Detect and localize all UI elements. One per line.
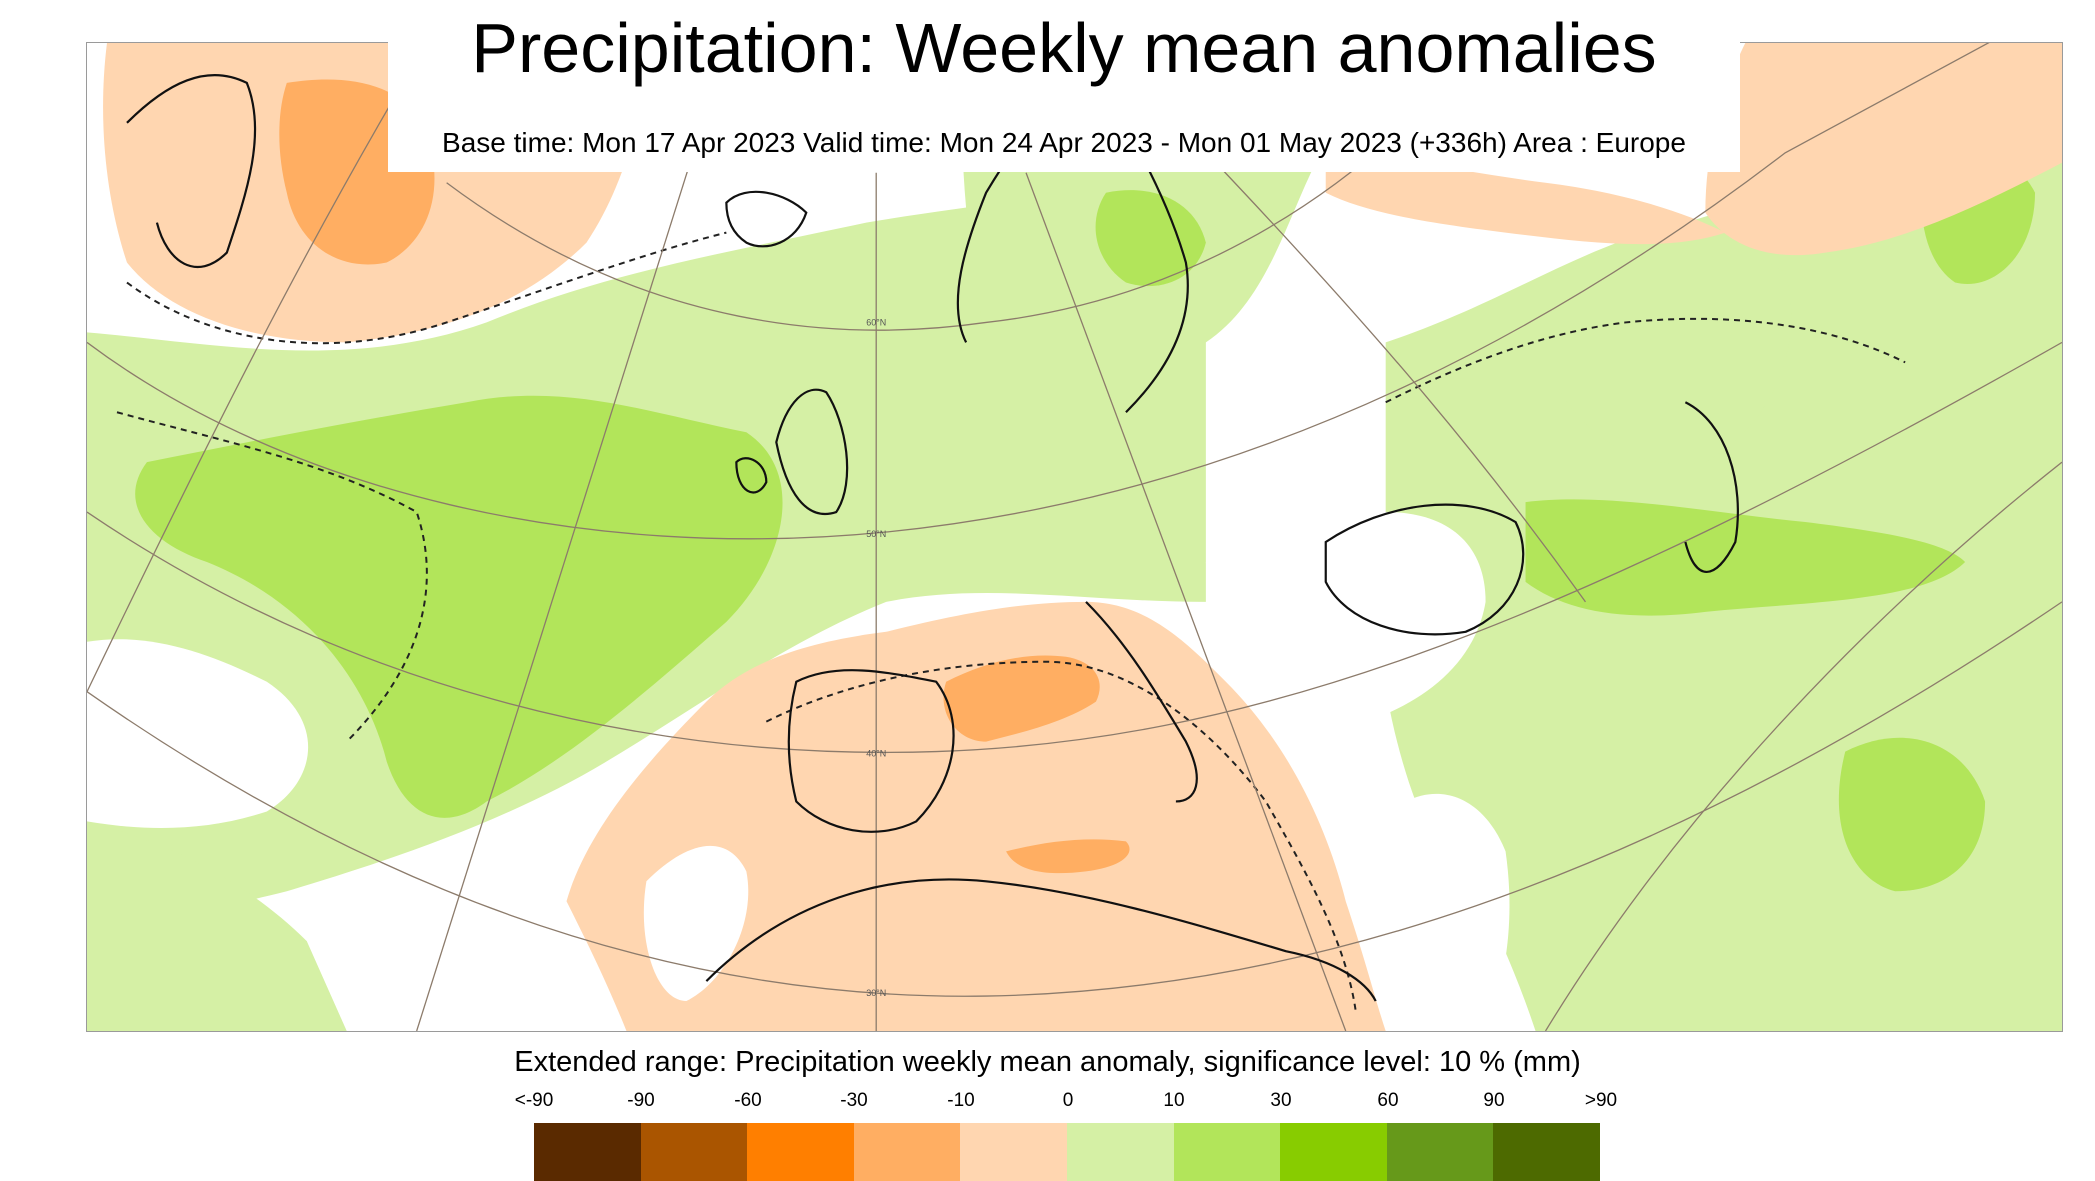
lat-label-60n: 60°N xyxy=(866,317,886,327)
legend-tick-label: -10 xyxy=(947,1090,975,1111)
legend-swatch xyxy=(1386,1123,1494,1181)
significance-contours xyxy=(116,231,1906,1012)
anomaly-map: 60°N 50°N 40°N 30°N xyxy=(87,43,2062,1031)
kazakh-wet-patch xyxy=(1838,737,1986,892)
legend-tick-label: <-90 xyxy=(514,1090,554,1111)
atlantic-neutral xyxy=(87,639,309,828)
legend-swatch xyxy=(1280,1123,1387,1181)
british-isles-coast xyxy=(735,388,849,515)
lat-label-40n: 40°N xyxy=(866,749,886,759)
latitude-labels: 60°N 50°N 40°N 30°N xyxy=(866,317,886,998)
legend-swatch xyxy=(534,1123,641,1181)
page-subtitle: Base time: Mon 17 Apr 2023 Valid time: M… xyxy=(442,127,1686,158)
graticule xyxy=(87,43,2062,1031)
black-sea-coast xyxy=(1324,503,1525,636)
legend-swatch xyxy=(1173,1123,1281,1181)
parallel-30n xyxy=(87,601,2062,997)
legend-swatch xyxy=(1493,1123,1600,1181)
lat-label-30n: 30°N xyxy=(866,988,886,998)
meridian-far-east xyxy=(1544,461,2062,1031)
parallel-50n xyxy=(87,43,1990,540)
parallel-60n xyxy=(446,62,1467,331)
scandinavia-wet-patch xyxy=(1095,190,1206,287)
legend-tick-label: 0 xyxy=(1062,1090,1074,1111)
greenland-coast xyxy=(126,74,257,268)
legend-title: Extended range: Precipitation weekly mea… xyxy=(514,1046,1581,1078)
meridian-east-1 xyxy=(1025,172,1347,1031)
baltic-dry-region xyxy=(1325,160,1726,245)
africa-coast xyxy=(705,878,1377,1002)
legend-swatch xyxy=(1066,1123,1174,1181)
legend-swatch xyxy=(747,1123,854,1181)
legend-tick-label: -90 xyxy=(627,1090,655,1111)
middle-east-neutral xyxy=(1390,793,1510,1031)
title-box: Precipitation: Weekly mean anomalies Bas… xyxy=(388,0,1740,172)
atlantic-wet-core xyxy=(135,395,783,818)
significance-contour-east xyxy=(1385,317,1906,404)
lat-label-50n: 50°N xyxy=(866,529,886,539)
legend-swatch xyxy=(853,1123,961,1181)
southwest-wet-region xyxy=(87,821,347,1031)
alps-dry-patch xyxy=(943,655,1100,742)
legend-tick-label: 90 xyxy=(1483,1090,1505,1111)
central-europe-neutral xyxy=(1205,512,1486,724)
meridian-east-2 xyxy=(1215,162,1587,603)
black-sea-wet-region xyxy=(1555,246,1792,465)
ukraine-wet-band xyxy=(1525,499,1966,616)
northeast-dry-region xyxy=(1705,43,2062,256)
iberia-coast xyxy=(787,669,955,833)
atlas-dry-patch xyxy=(1006,839,1130,874)
significance-contour-atlantic xyxy=(116,411,428,743)
legend-tick-label: 60 xyxy=(1377,1090,1399,1111)
legend-tick-label: 10 xyxy=(1163,1090,1185,1111)
legend-swatch xyxy=(640,1123,748,1181)
significance-contour-north xyxy=(126,231,727,345)
meridian-west xyxy=(416,142,698,1031)
legend-color-bar xyxy=(534,1123,1600,1181)
legend-tick-label: 30 xyxy=(1270,1090,1292,1111)
page-title: Precipitation: Weekly mean anomalies xyxy=(471,9,1657,87)
legend-tick-label: >90 xyxy=(1584,1090,1618,1111)
legend-tick-labels: <-90 -90 -60 -30 -10 0 10 30 60 90 >90 xyxy=(486,1090,1626,1116)
meridian-far-west xyxy=(87,43,428,692)
iceland-coast xyxy=(725,190,808,248)
caspian-coast xyxy=(1684,401,1739,573)
italy-coast xyxy=(1085,601,1198,803)
legend-swatch xyxy=(960,1123,1067,1181)
map-frame: 60°N 50°N 40°N 30°N xyxy=(86,42,2063,1032)
significance-contour-med xyxy=(765,660,1357,1012)
parallel-40n xyxy=(87,341,2062,754)
mediterranean-dry-region xyxy=(566,601,1386,1031)
legend-tick-label: -60 xyxy=(734,1090,762,1111)
legend-tick-label: -30 xyxy=(840,1090,868,1111)
